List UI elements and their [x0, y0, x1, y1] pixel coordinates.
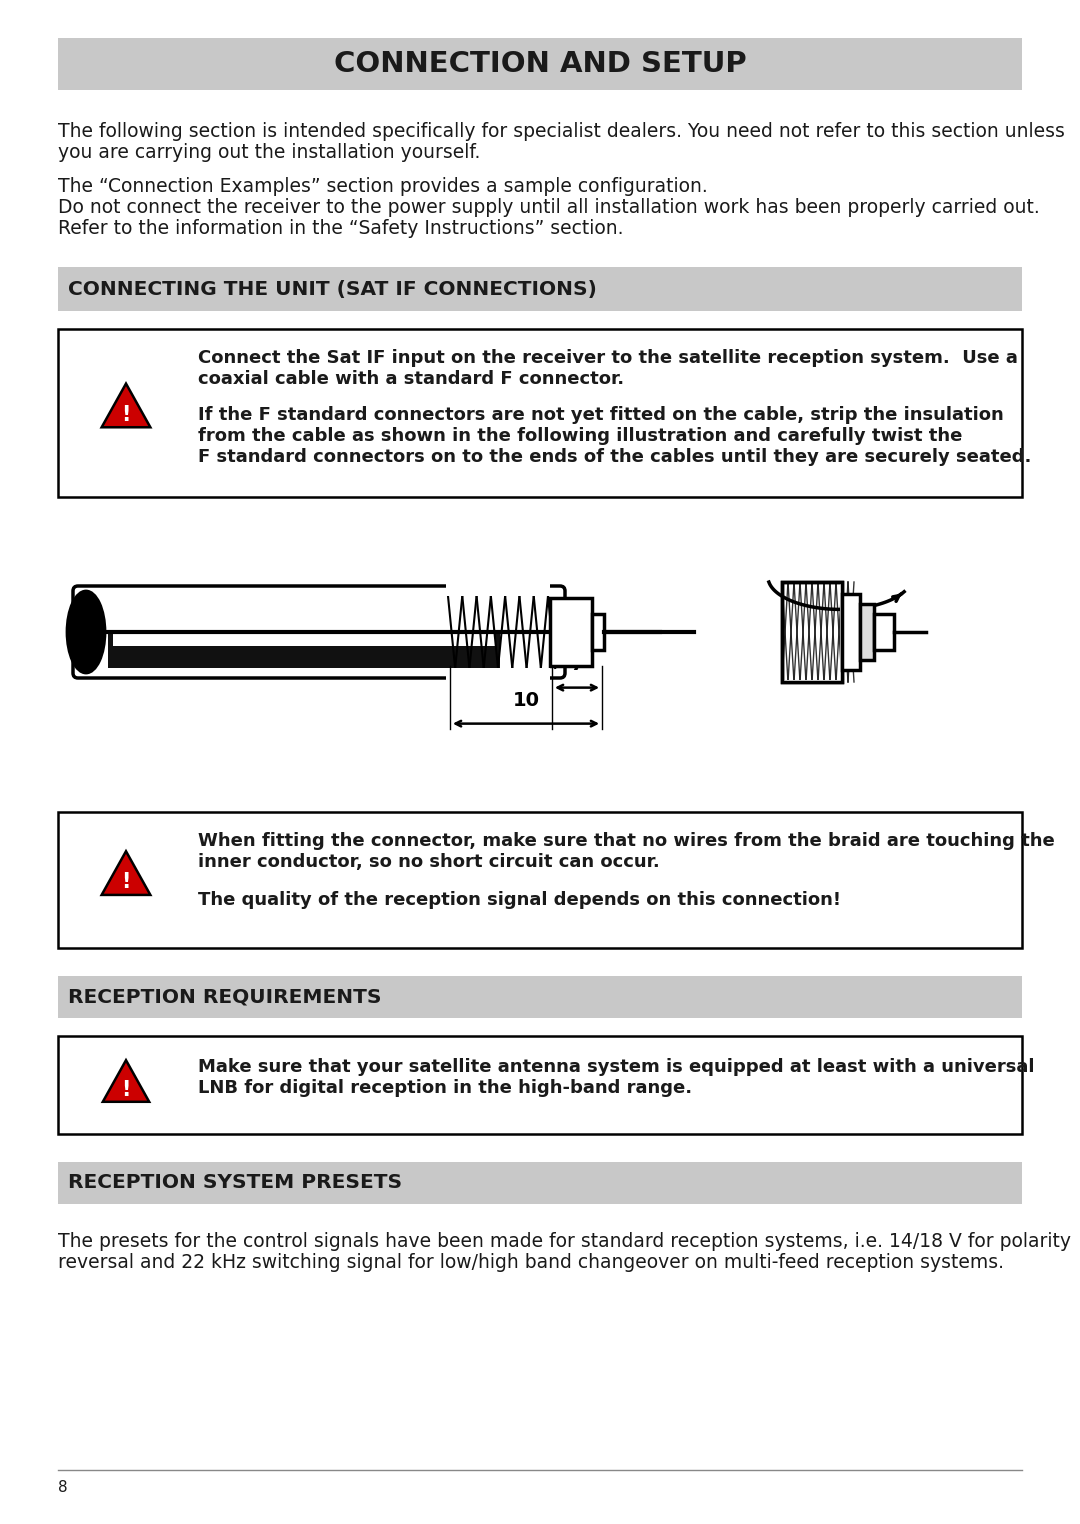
Text: inner conductor, so no short circuit can occur.: inner conductor, so no short circuit can…: [198, 853, 660, 872]
Bar: [446, 581, 550, 596]
Text: The presets for the control signals have been made for standard reception system: The presets for the control signals have…: [58, 1231, 1071, 1251]
Bar: [108, 632, 500, 668]
Text: coaxial cable with a standard F connector.: coaxial cable with a standard F connecto…: [198, 370, 624, 389]
Bar: [592, 614, 604, 651]
Text: you are carrying out the installation yourself.: you are carrying out the installation yo…: [58, 143, 481, 162]
Polygon shape: [102, 384, 150, 427]
Text: Connect the Sat IF input on the receiver to the satellite reception system.  Use: Connect the Sat IF input on the receiver…: [198, 349, 1017, 367]
Text: F standard connectors on to the ends of the cables until they are securely seate: F standard connectors on to the ends of …: [198, 448, 1031, 466]
Bar: [840, 581, 843, 683]
Bar: [58, 812, 1022, 948]
Bar: [781, 581, 784, 683]
Bar: [58, 1036, 1022, 1134]
Bar: [874, 614, 894, 651]
Text: RECEPTION SYSTEM PRESETS: RECEPTION SYSTEM PRESETS: [68, 1173, 402, 1192]
Text: !: !: [121, 405, 131, 425]
Text: Make sure that your satellite antenna system is equipped at least with a univers: Make sure that your satellite antenna sy…: [198, 1058, 1035, 1076]
Text: RECEPTION REQUIREMENTS: RECEPTION REQUIREMENTS: [68, 988, 381, 1006]
Text: from the cable as shown in the following illustration and carefully twist the: from the cable as shown in the following…: [198, 427, 962, 445]
Bar: [782, 582, 842, 683]
Ellipse shape: [67, 591, 105, 674]
Text: When fitting the connector, make sure that no wires from the braid are touching : When fitting the connector, make sure th…: [198, 832, 1055, 850]
Bar: [842, 594, 860, 671]
Bar: [58, 975, 1022, 1018]
Text: CONNECTING THE UNIT (SAT IF CONNECTIONS): CONNECTING THE UNIT (SAT IF CONNECTIONS): [68, 279, 597, 299]
Text: The “Connection Examples” section provides a sample configuration.: The “Connection Examples” section provid…: [58, 177, 707, 197]
Bar: [446, 668, 550, 683]
Bar: [550, 599, 592, 666]
Text: !: !: [121, 872, 131, 893]
Polygon shape: [103, 1061, 149, 1102]
Text: 10: 10: [513, 690, 540, 710]
Text: 7: 7: [570, 655, 584, 674]
Bar: [58, 38, 1022, 90]
Bar: [58, 329, 1022, 497]
Text: 8: 8: [58, 1480, 68, 1495]
Text: CONNECTION AND SETUP: CONNECTION AND SETUP: [334, 50, 746, 78]
Text: The following section is intended specifically for specialist dealers. You need : The following section is intended specif…: [58, 122, 1065, 142]
Polygon shape: [102, 852, 150, 895]
FancyBboxPatch shape: [73, 587, 565, 678]
Text: Refer to the information in the “Safety Instructions” section.: Refer to the information in the “Safety …: [58, 219, 623, 238]
Bar: [782, 582, 842, 683]
Bar: [860, 604, 874, 660]
Bar: [58, 267, 1022, 311]
Text: Do not connect the receiver to the power supply until all installation work has : Do not connect the receiver to the power…: [58, 198, 1040, 216]
Bar: [58, 1161, 1022, 1204]
Text: The quality of the reception signal depends on this connection!: The quality of the reception signal depe…: [198, 892, 841, 908]
Bar: [781, 581, 843, 584]
Text: !: !: [121, 1081, 131, 1100]
Bar: [781, 680, 843, 683]
Text: reversal and 22 kHz switching signal for low/high band changeover on multi-feed : reversal and 22 kHz switching signal for…: [58, 1253, 1004, 1273]
Text: LNB for digital reception in the high-band range.: LNB for digital reception in the high-ba…: [198, 1079, 692, 1097]
Bar: [113, 619, 495, 646]
Text: If the F standard connectors are not yet fitted on the cable, strip the insulati: If the F standard connectors are not yet…: [198, 405, 1003, 424]
